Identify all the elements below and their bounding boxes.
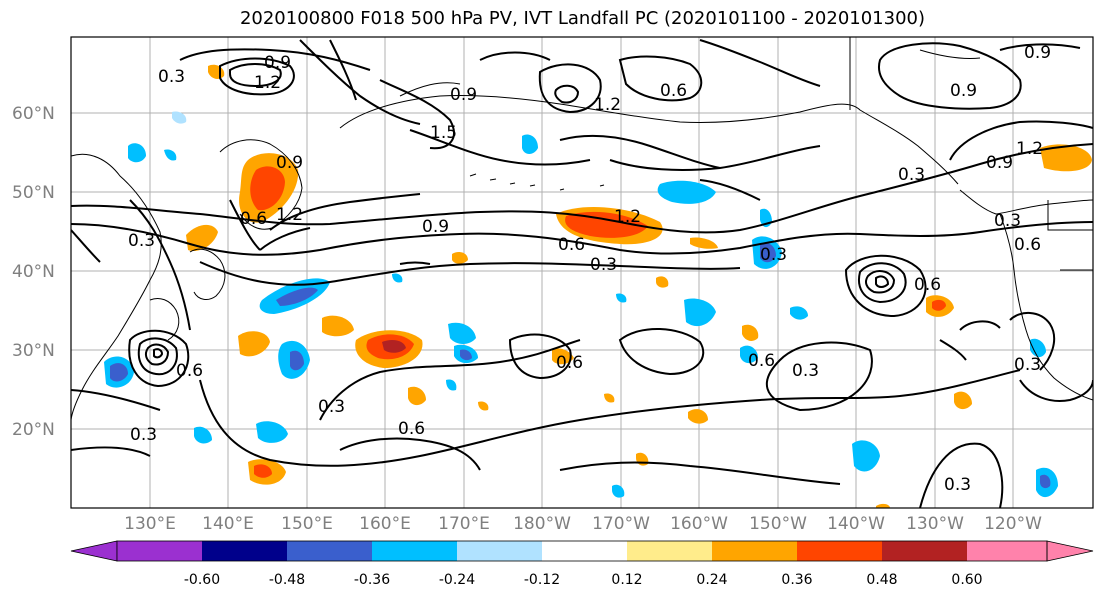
- contour-label: 0.3: [994, 211, 1021, 231]
- colorbar-tick-label: -0.24: [438, 572, 476, 588]
- coast-asia: [71, 153, 162, 421]
- contour-09-main: [71, 143, 1093, 234]
- contour-label: 0.3: [318, 397, 345, 417]
- lon-label: 160°W: [670, 514, 728, 534]
- colorbar-tick-label: 0.60: [951, 572, 983, 588]
- lat-label-60n: 60°N: [12, 104, 55, 124]
- lon-label: 120°W: [984, 514, 1042, 534]
- colorbar-tick-label: 0.48: [866, 572, 898, 588]
- ivt-negative-fills: [104, 111, 1058, 498]
- colorbar-swatch: [457, 541, 542, 561]
- contour-label: 0.9: [450, 85, 477, 105]
- contour-label: 0.9: [950, 81, 977, 101]
- colorbar-tick-label: 0.36: [781, 572, 813, 588]
- contour-label: 0.3: [158, 67, 185, 87]
- contour-label: 0.3: [590, 255, 617, 275]
- lon-label: 160°E: [359, 514, 411, 534]
- colorbar-tick-label: -0.60: [183, 572, 221, 588]
- coast-aleutians: [469, 173, 605, 191]
- contour-north-loop-1: [219, 57, 295, 96]
- contour-label: 0.3: [760, 245, 787, 265]
- lon-label: 130°E: [124, 514, 176, 534]
- colorbar-tick-label: -0.48: [268, 572, 306, 588]
- contour-label: 0.6: [914, 275, 941, 295]
- colorbar-swatch: [287, 541, 372, 561]
- lat-gridlines: [71, 112, 1093, 430]
- contour-03-main: [199, 261, 741, 286]
- contour-label: 0.9: [986, 153, 1013, 173]
- contour-label: 0.6: [748, 351, 775, 371]
- contour-labels: 0.3 0.9 1.2 1.5 0.9 1.2 0.6 0.9 0.9 1.2 …: [128, 43, 1051, 495]
- colorbar-extend-low: [70, 540, 118, 562]
- lon-label: 140°W: [827, 514, 885, 534]
- lon-label: 130°W: [906, 514, 964, 534]
- colorbar-swatch: [712, 541, 797, 561]
- lat-label-20n: 20°N: [12, 420, 55, 440]
- contour-label: 0.3: [1014, 355, 1041, 375]
- lon-label: 170°W: [592, 514, 650, 534]
- coast-alaska: [339, 94, 959, 185]
- contour-label: 0.3: [944, 475, 971, 495]
- contour-label: 0.6: [660, 81, 687, 101]
- lon-label: 140°E: [202, 514, 254, 534]
- lat-label-30n: 30°N: [12, 341, 55, 361]
- contour-typhoon: [128, 329, 190, 388]
- map-frame: [70, 36, 1094, 509]
- contour-label: 0.3: [792, 361, 819, 381]
- colorbar-extend-high: [1046, 540, 1094, 562]
- contour-cutoff: [844, 254, 927, 318]
- coast-japan: [189, 248, 226, 300]
- contour-label: 1.2: [276, 205, 303, 225]
- colorbar-tick-label: -0.36: [353, 572, 391, 588]
- colorbar-swatch: [627, 541, 712, 561]
- colorbar-tick-label: 0.24: [696, 572, 728, 588]
- colorbar-tick-label: -0.12: [523, 572, 561, 588]
- contour-label: 1.5: [430, 123, 457, 143]
- coast-kamchatka: [219, 139, 303, 230]
- colorbar-swatch: [372, 541, 457, 561]
- lat-label-50n: 50°N: [12, 183, 55, 203]
- colorbar-swatch: [202, 541, 287, 561]
- contour-label: 0.9: [264, 53, 291, 73]
- colorbar-swatch: [542, 541, 627, 561]
- contour-label: 0.6: [558, 235, 585, 255]
- contour-label: 0.9: [276, 153, 303, 173]
- ivt-positive-fills: [186, 64, 1092, 508]
- coastlines: [71, 37, 1093, 421]
- contour-label: 1.2: [594, 95, 621, 115]
- colorbar-swatch: [797, 541, 882, 561]
- map-title: 2020100800 F018 500 hPa PV, IVT Landfall…: [239, 8, 926, 29]
- contour-label: 0.6: [398, 419, 425, 439]
- lon-label: 180°W: [513, 514, 571, 534]
- contour-label: 1.2: [614, 207, 641, 227]
- contour-label: 0.3: [130, 425, 157, 445]
- colorbar-swatch: [967, 541, 1047, 561]
- lon-label: 150°E: [281, 514, 333, 534]
- contour-label: 0.6: [240, 209, 267, 229]
- coast-us-west: [999, 213, 1093, 401]
- lat-label-40n: 40°N: [12, 262, 55, 282]
- colorbar-tick-label: 0.12: [611, 572, 643, 588]
- colorbar: [70, 540, 1094, 562]
- contour-label: 0.6: [556, 353, 583, 373]
- contour-06-main: [71, 221, 1093, 256]
- contour-label: 0.6: [176, 361, 203, 381]
- contour-label: 0.9: [1024, 43, 1051, 63]
- contour-label: 0.6: [1014, 235, 1041, 255]
- colorbar-swatch: [882, 541, 967, 561]
- pv-contours: [71, 39, 1093, 508]
- contour-label: 0.3: [128, 231, 155, 251]
- contour-label: 1.2: [1016, 139, 1043, 159]
- colorbar-swatch: [117, 541, 202, 561]
- lon-label: 170°E: [438, 514, 490, 534]
- contour-label: 0.9: [422, 217, 449, 237]
- contour-label: 1.2: [254, 73, 281, 93]
- contour-label: 0.3: [898, 165, 925, 185]
- lon-label: 150°W: [749, 514, 807, 534]
